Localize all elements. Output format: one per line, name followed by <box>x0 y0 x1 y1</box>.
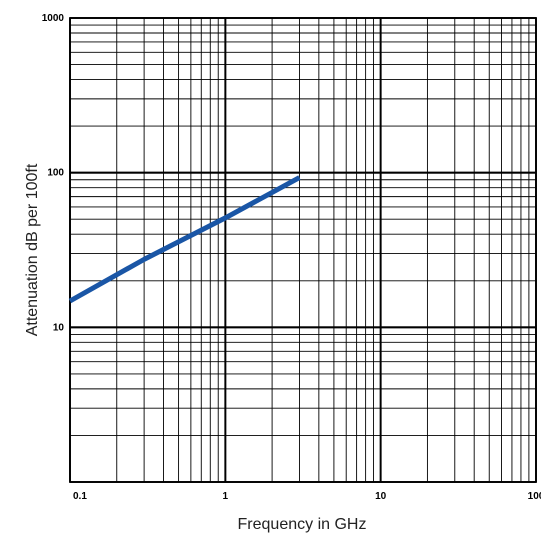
x-tick-labels: 0.1 1 10 100 <box>73 491 541 502</box>
x-axis-label: Frequency in GHz <box>238 516 367 533</box>
x-tick-label: 1 <box>223 491 229 502</box>
x-tick-label: 0.1 <box>73 491 87 502</box>
series-layer <box>68 175 301 304</box>
y-tick-label: 1000 <box>42 13 65 24</box>
series-line-1 <box>68 175 301 304</box>
y-tick-label: 10 <box>53 322 65 333</box>
plot-border <box>69 17 537 483</box>
grid <box>69 17 537 483</box>
y-axis-label: Attenuation dB per 100ft <box>24 163 41 336</box>
y-tick-label: 100 <box>47 168 64 179</box>
x-tick-label: 10 <box>375 491 387 502</box>
x-tick-label: 100 <box>528 491 541 502</box>
y-tick-labels: 10 100 1000 <box>42 13 65 333</box>
